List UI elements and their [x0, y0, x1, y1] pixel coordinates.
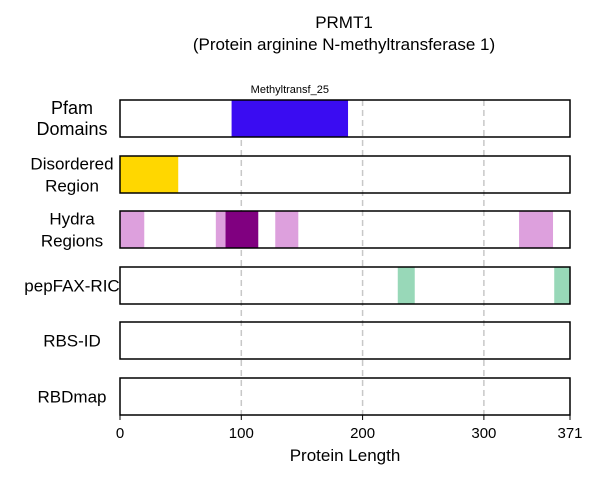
track-label: Domains — [36, 119, 107, 139]
track-label: RBS-ID — [43, 332, 101, 351]
chart-title: PRMT1 — [315, 13, 373, 32]
track-1 — [119, 155, 571, 194]
track-frame — [119, 155, 571, 194]
track-label: Hydra — [49, 210, 95, 229]
x-tick-label: 100 — [229, 425, 254, 442]
tracks: Methyltransf_25 — [119, 84, 571, 416]
track-0: Methyltransf_25 — [119, 84, 571, 138]
track-segment — [120, 211, 145, 248]
track-segment — [225, 211, 259, 248]
x-tick-label: 300 — [471, 425, 496, 442]
domain-label: Methyltransf_25 — [251, 84, 329, 96]
track-segment — [519, 211, 554, 248]
track-3 — [119, 266, 571, 305]
track-label: Regions — [41, 232, 103, 251]
track-frame — [119, 321, 571, 360]
track-segment — [275, 211, 299, 248]
track-frame — [119, 99, 571, 138]
track-label: Pfam — [51, 98, 93, 118]
x-axis-ticks: 0 100 200 300 371 — [116, 415, 583, 442]
x-tick-label: 200 — [350, 425, 375, 442]
track-label: Disordered — [30, 155, 113, 174]
track-segment — [120, 156, 179, 193]
track-segment — [554, 267, 570, 304]
track-label: pepFAX-RIC — [24, 277, 119, 296]
track-label: RBDmap — [38, 388, 107, 407]
x-axis-label: Protein Length — [290, 446, 401, 465]
chart-subtitle: (Protein arginine N-methyltransferase 1) — [193, 35, 495, 54]
x-tick-label: 0 — [116, 425, 124, 442]
track-4 — [119, 321, 571, 360]
track-5 — [119, 377, 571, 416]
grid-lines — [240, 100, 485, 415]
track-frame — [119, 210, 571, 249]
track-frame — [119, 266, 571, 305]
track-frame — [119, 377, 571, 416]
track-segment — [231, 100, 349, 137]
track-2 — [119, 210, 571, 249]
track-segment — [215, 211, 226, 248]
x-tick-label: 371 — [557, 425, 582, 442]
track-label: Region — [45, 177, 99, 196]
track-segment — [397, 267, 415, 304]
